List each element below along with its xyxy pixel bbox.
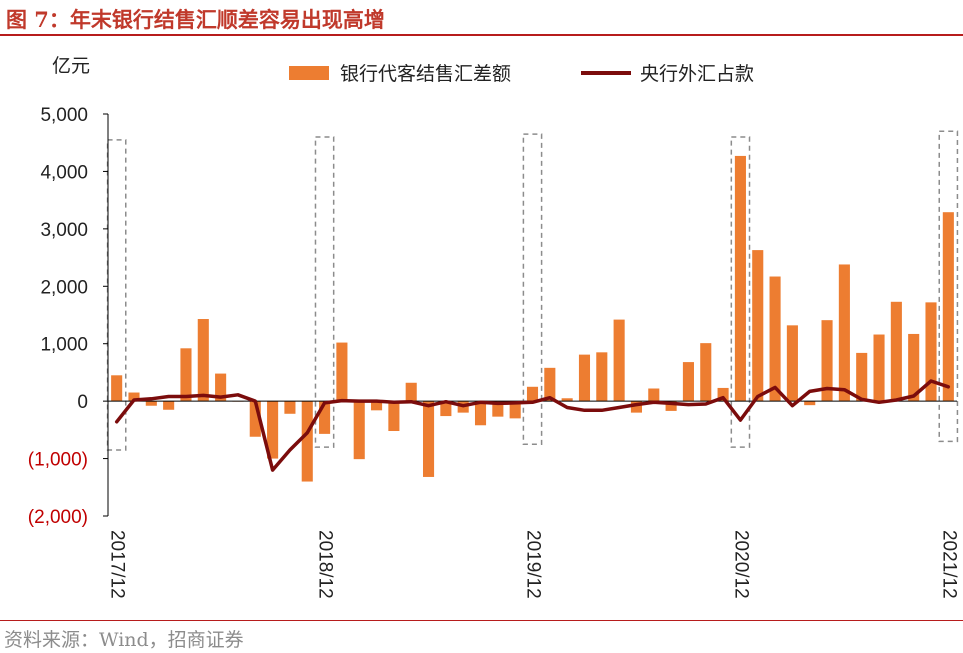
x-tick-label: 2019/12 bbox=[522, 530, 543, 599]
bar bbox=[613, 319, 625, 402]
line-series bbox=[114, 379, 951, 472]
bar-series bbox=[111, 155, 954, 482]
bar bbox=[769, 276, 781, 402]
bar bbox=[388, 401, 400, 432]
x-tick-label: 2017/12 bbox=[107, 530, 128, 599]
bar bbox=[890, 301, 902, 402]
bar bbox=[717, 387, 729, 402]
y-tick-label: 4,000 bbox=[40, 162, 88, 183]
y-tick-label: (2,000) bbox=[28, 507, 88, 528]
source-note: 资料来源：Wind，招商证券 bbox=[4, 629, 244, 651]
bar bbox=[128, 392, 140, 402]
bar bbox=[163, 401, 175, 410]
bar bbox=[908, 333, 920, 402]
title-rule bbox=[0, 34, 963, 36]
bar bbox=[197, 319, 209, 402]
bar bbox=[111, 375, 123, 402]
highlight-box bbox=[522, 133, 543, 445]
figure-title: 图 7：年末银行结售汇顺差容易出现高增 bbox=[6, 7, 385, 32]
highlight-boxes bbox=[106, 130, 959, 451]
highlight-box bbox=[938, 130, 959, 443]
y-tick-label: 5,000 bbox=[40, 105, 88, 126]
bar bbox=[630, 401, 643, 413]
y-tick-label: (1,000) bbox=[28, 450, 88, 471]
bar bbox=[544, 367, 556, 402]
bar bbox=[648, 388, 660, 402]
bar bbox=[734, 155, 746, 402]
bar bbox=[301, 401, 313, 482]
bar bbox=[474, 401, 487, 426]
y-tick-label: 1,000 bbox=[40, 335, 88, 356]
bar bbox=[180, 348, 192, 402]
bar bbox=[804, 401, 816, 406]
bar bbox=[336, 342, 348, 402]
bar bbox=[353, 401, 365, 460]
bar bbox=[682, 362, 694, 402]
legend-line-label: 央行外汇占款 bbox=[640, 63, 754, 85]
bar bbox=[665, 401, 677, 411]
bar bbox=[838, 264, 850, 402]
highlight-box bbox=[314, 136, 335, 448]
bar bbox=[509, 401, 521, 419]
bar bbox=[596, 352, 608, 402]
bar bbox=[925, 302, 937, 402]
x-axis-labels: 2017/12 2018/12 2019/12 2020/12 2021/12 bbox=[107, 530, 960, 599]
bar bbox=[284, 401, 296, 414]
bar bbox=[215, 373, 227, 402]
axes bbox=[103, 113, 957, 517]
bar bbox=[492, 401, 504, 417]
bar bbox=[267, 401, 279, 459]
legend-bar-label: 银行代客结售汇差额 bbox=[340, 63, 511, 85]
legend-bar-swatch bbox=[289, 66, 329, 80]
legend: 银行代客结售汇差额 央行外汇占款 bbox=[289, 63, 754, 85]
bar bbox=[578, 354, 591, 402]
x-tick-label: 2021/12 bbox=[938, 530, 959, 599]
bar bbox=[440, 401, 452, 417]
bar bbox=[561, 398, 573, 402]
bar bbox=[700, 343, 712, 402]
bar bbox=[405, 382, 417, 402]
chart: 亿元 银行代客结售汇差额 央行外汇占款 5,000 4,000 3,000 2,000… bbox=[28, 55, 960, 599]
y-axis-labels: 5,000 4,000 3,000 2,000 1,000 0 (1,000) (2,000) bbox=[28, 105, 88, 528]
bar bbox=[942, 212, 954, 402]
x-tick-label: 2020/12 bbox=[730, 530, 751, 599]
y-tick-label: 3,000 bbox=[40, 220, 88, 241]
bar bbox=[821, 320, 833, 402]
bar bbox=[145, 401, 157, 406]
highlight-box bbox=[730, 136, 751, 448]
bar bbox=[422, 401, 435, 477]
bar bbox=[249, 401, 261, 437]
x-tick-label: 2018/12 bbox=[315, 530, 336, 599]
y-tick-label: 2,000 bbox=[40, 277, 88, 298]
bar bbox=[371, 401, 383, 411]
bar bbox=[752, 250, 764, 402]
footer-rule bbox=[0, 620, 963, 621]
bar bbox=[786, 325, 798, 402]
y-tick-label: 0 bbox=[77, 392, 88, 413]
bar bbox=[856, 352, 868, 402]
highlight-box bbox=[106, 139, 127, 451]
bar bbox=[873, 334, 885, 402]
bar bbox=[526, 386, 539, 402]
unit-label: 亿元 bbox=[52, 55, 90, 77]
bar bbox=[319, 401, 331, 434]
